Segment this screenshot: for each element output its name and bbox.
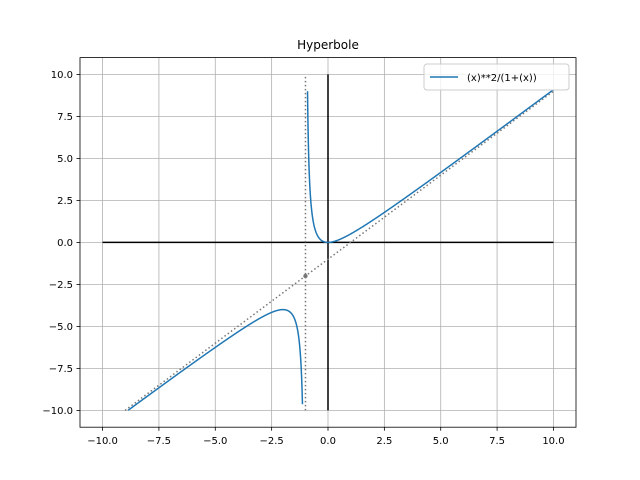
legend-label-series-1: (x)**2/(1+(x)) xyxy=(467,73,537,84)
y-tick-label: −2.5 xyxy=(49,280,73,291)
y-tick-label: 10.0 xyxy=(51,70,73,81)
x-tick-label: −5.0 xyxy=(203,436,227,447)
y-tick-label: −10.0 xyxy=(42,406,73,417)
x-tick-label: 2.5 xyxy=(376,436,392,447)
y-tick-label: −7.5 xyxy=(49,364,73,375)
series-1-branch-2 xyxy=(306,89,554,244)
tick-layer: −10.0 −7.5 −5.0 −2.5 0.0 2.5 5.0 7.5 10.0 −10.0 −7… xyxy=(42,70,564,447)
series-1-branch-1 xyxy=(127,308,304,411)
chart-title: Hyperbole xyxy=(297,38,359,52)
x-tick-label: 7.5 xyxy=(489,436,505,447)
x-tick-label: −2.5 xyxy=(259,436,283,447)
asymptote-intersection-point xyxy=(303,273,308,279)
y-tick-label: 0.0 xyxy=(57,238,73,249)
x-tick-label: −7.5 xyxy=(147,436,171,447)
x-tick-label: 0.0 xyxy=(320,436,336,447)
x-tick-label: 10.0 xyxy=(542,436,564,447)
oblique-asymptote xyxy=(124,90,554,412)
y-tick-label: 2.5 xyxy=(57,196,73,207)
legend: (x)**2/(1+(x)) xyxy=(423,63,570,91)
legend-box xyxy=(423,63,570,91)
y-tick-label: 5.0 xyxy=(57,154,73,165)
x-tick-label: 5.0 xyxy=(433,436,449,447)
y-tick-label: −5.0 xyxy=(49,322,73,333)
y-tick-label: 7.5 xyxy=(57,112,73,123)
series-layer xyxy=(127,89,554,411)
x-tick-label: −10.0 xyxy=(87,436,118,447)
